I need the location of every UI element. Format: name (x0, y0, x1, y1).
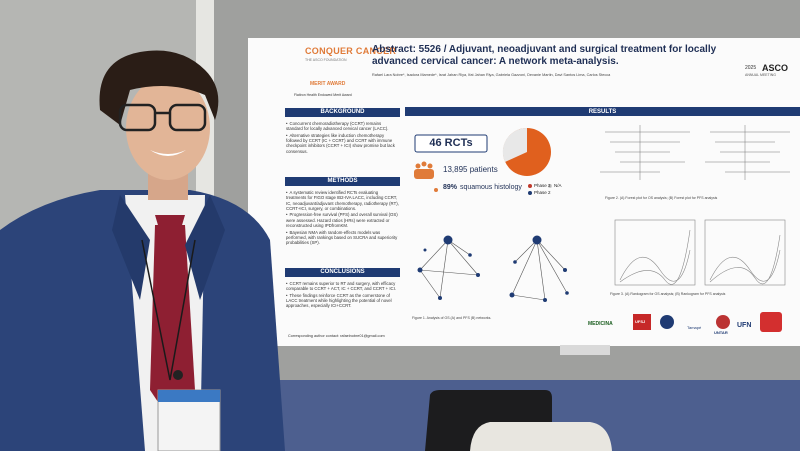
lapel (185, 195, 225, 300)
legend-label: N/A (554, 183, 562, 188)
tie-knot (155, 215, 185, 232)
legend-dot (528, 184, 532, 188)
face (126, 76, 210, 180)
patients: 13,895 patients (443, 165, 498, 174)
tie (150, 225, 195, 420)
logo-text: MEDICINA (588, 321, 613, 327)
background-text: Concurrent chemoradiotherapy (CCRT) rema… (286, 121, 399, 155)
meeting-sub: ANNUAL MEETING (745, 73, 776, 77)
bullet: Bayesian NMA with random-effects models … (286, 230, 399, 246)
bullet: Concurrent chemoradiotherapy (CCRT) rema… (286, 121, 399, 132)
bullet: Alternative strategies like induction ch… (286, 133, 399, 154)
legend-label: Phase 2 (534, 190, 551, 195)
chair (470, 422, 612, 451)
methods-text: A systematic review identified RCTs eval… (286, 190, 399, 247)
glasses (118, 103, 207, 132)
logo-text: UNTAR (714, 330, 728, 335)
conclusions-text: CCRT remains superior to RT and surgery,… (286, 281, 399, 310)
logo-text: UFN (737, 322, 752, 329)
poster-title: Abstract: 5526 / Adjuvant, neoadjuvant a… (372, 44, 717, 67)
badge-band (158, 390, 220, 402)
rct-box (414, 134, 488, 153)
pie-slice (502, 127, 527, 162)
logo-brand: CONQUER CANCER (305, 46, 397, 56)
bullet: Progression-free survival (PFS) and over… (286, 212, 399, 228)
figure-caption: Figure 3. (A) Rankogram for OS analysis;… (610, 292, 726, 296)
results-bar (405, 107, 800, 116)
rankograms (614, 219, 786, 286)
badge-clip (173, 370, 183, 380)
network-b (511, 239, 568, 301)
meeting-year: 2025 (745, 65, 757, 71)
legend-dot (528, 191, 532, 195)
network-a-nodes (417, 235, 480, 300)
logo-foundation: THE ASCO FOUNDATION (305, 58, 347, 62)
bullet: A systematic review identified RCTs eval… (286, 190, 399, 211)
logo-row (633, 312, 782, 332)
legend-label: Phase 3 (534, 183, 551, 188)
dot (434, 188, 438, 192)
lapel (112, 195, 150, 300)
smile (150, 150, 186, 156)
contact: Corresponding author contact: rafaelnobr… (288, 334, 385, 338)
pushpins (560, 345, 610, 355)
legend-dot (548, 184, 552, 188)
lanyard (141, 239, 196, 381)
figure-caption: Figure 1. Analysis of OS (A) and PFS (B)… (412, 316, 492, 320)
bullet: CCRT remains superior to RT and surgery,… (286, 281, 399, 292)
people-icon (414, 161, 434, 179)
logo-text: Tamapé (687, 325, 702, 330)
rcts: 46 RCTs (429, 137, 473, 149)
forest-plots (600, 125, 790, 180)
results-heading: RESULTS (588, 109, 617, 115)
section-heading: CONCLUSIONS (285, 268, 400, 277)
histology-pct: 89% (443, 184, 458, 191)
meeting-name: ASCO (762, 63, 789, 73)
award-note: Flatiron Health Endowed Merit Award (294, 93, 352, 97)
histology: squamous histology (460, 184, 522, 191)
network-b-nodes (509, 235, 569, 302)
hair (99, 50, 219, 125)
bullet: These findings reinforce CCRT as the cor… (286, 293, 399, 309)
figure-caption: Figure 2. (A) Forest plot for OS analysi… (605, 196, 718, 200)
section-heading: METHODS (285, 177, 400, 186)
award: MERIT AWARD (310, 81, 346, 87)
authors: Rafael Lara Nobre*, Isadora Mamede*, Isr… (372, 73, 611, 77)
logo-text: UFSJ (635, 319, 646, 324)
section-heading: BACKGROUND (285, 108, 400, 117)
